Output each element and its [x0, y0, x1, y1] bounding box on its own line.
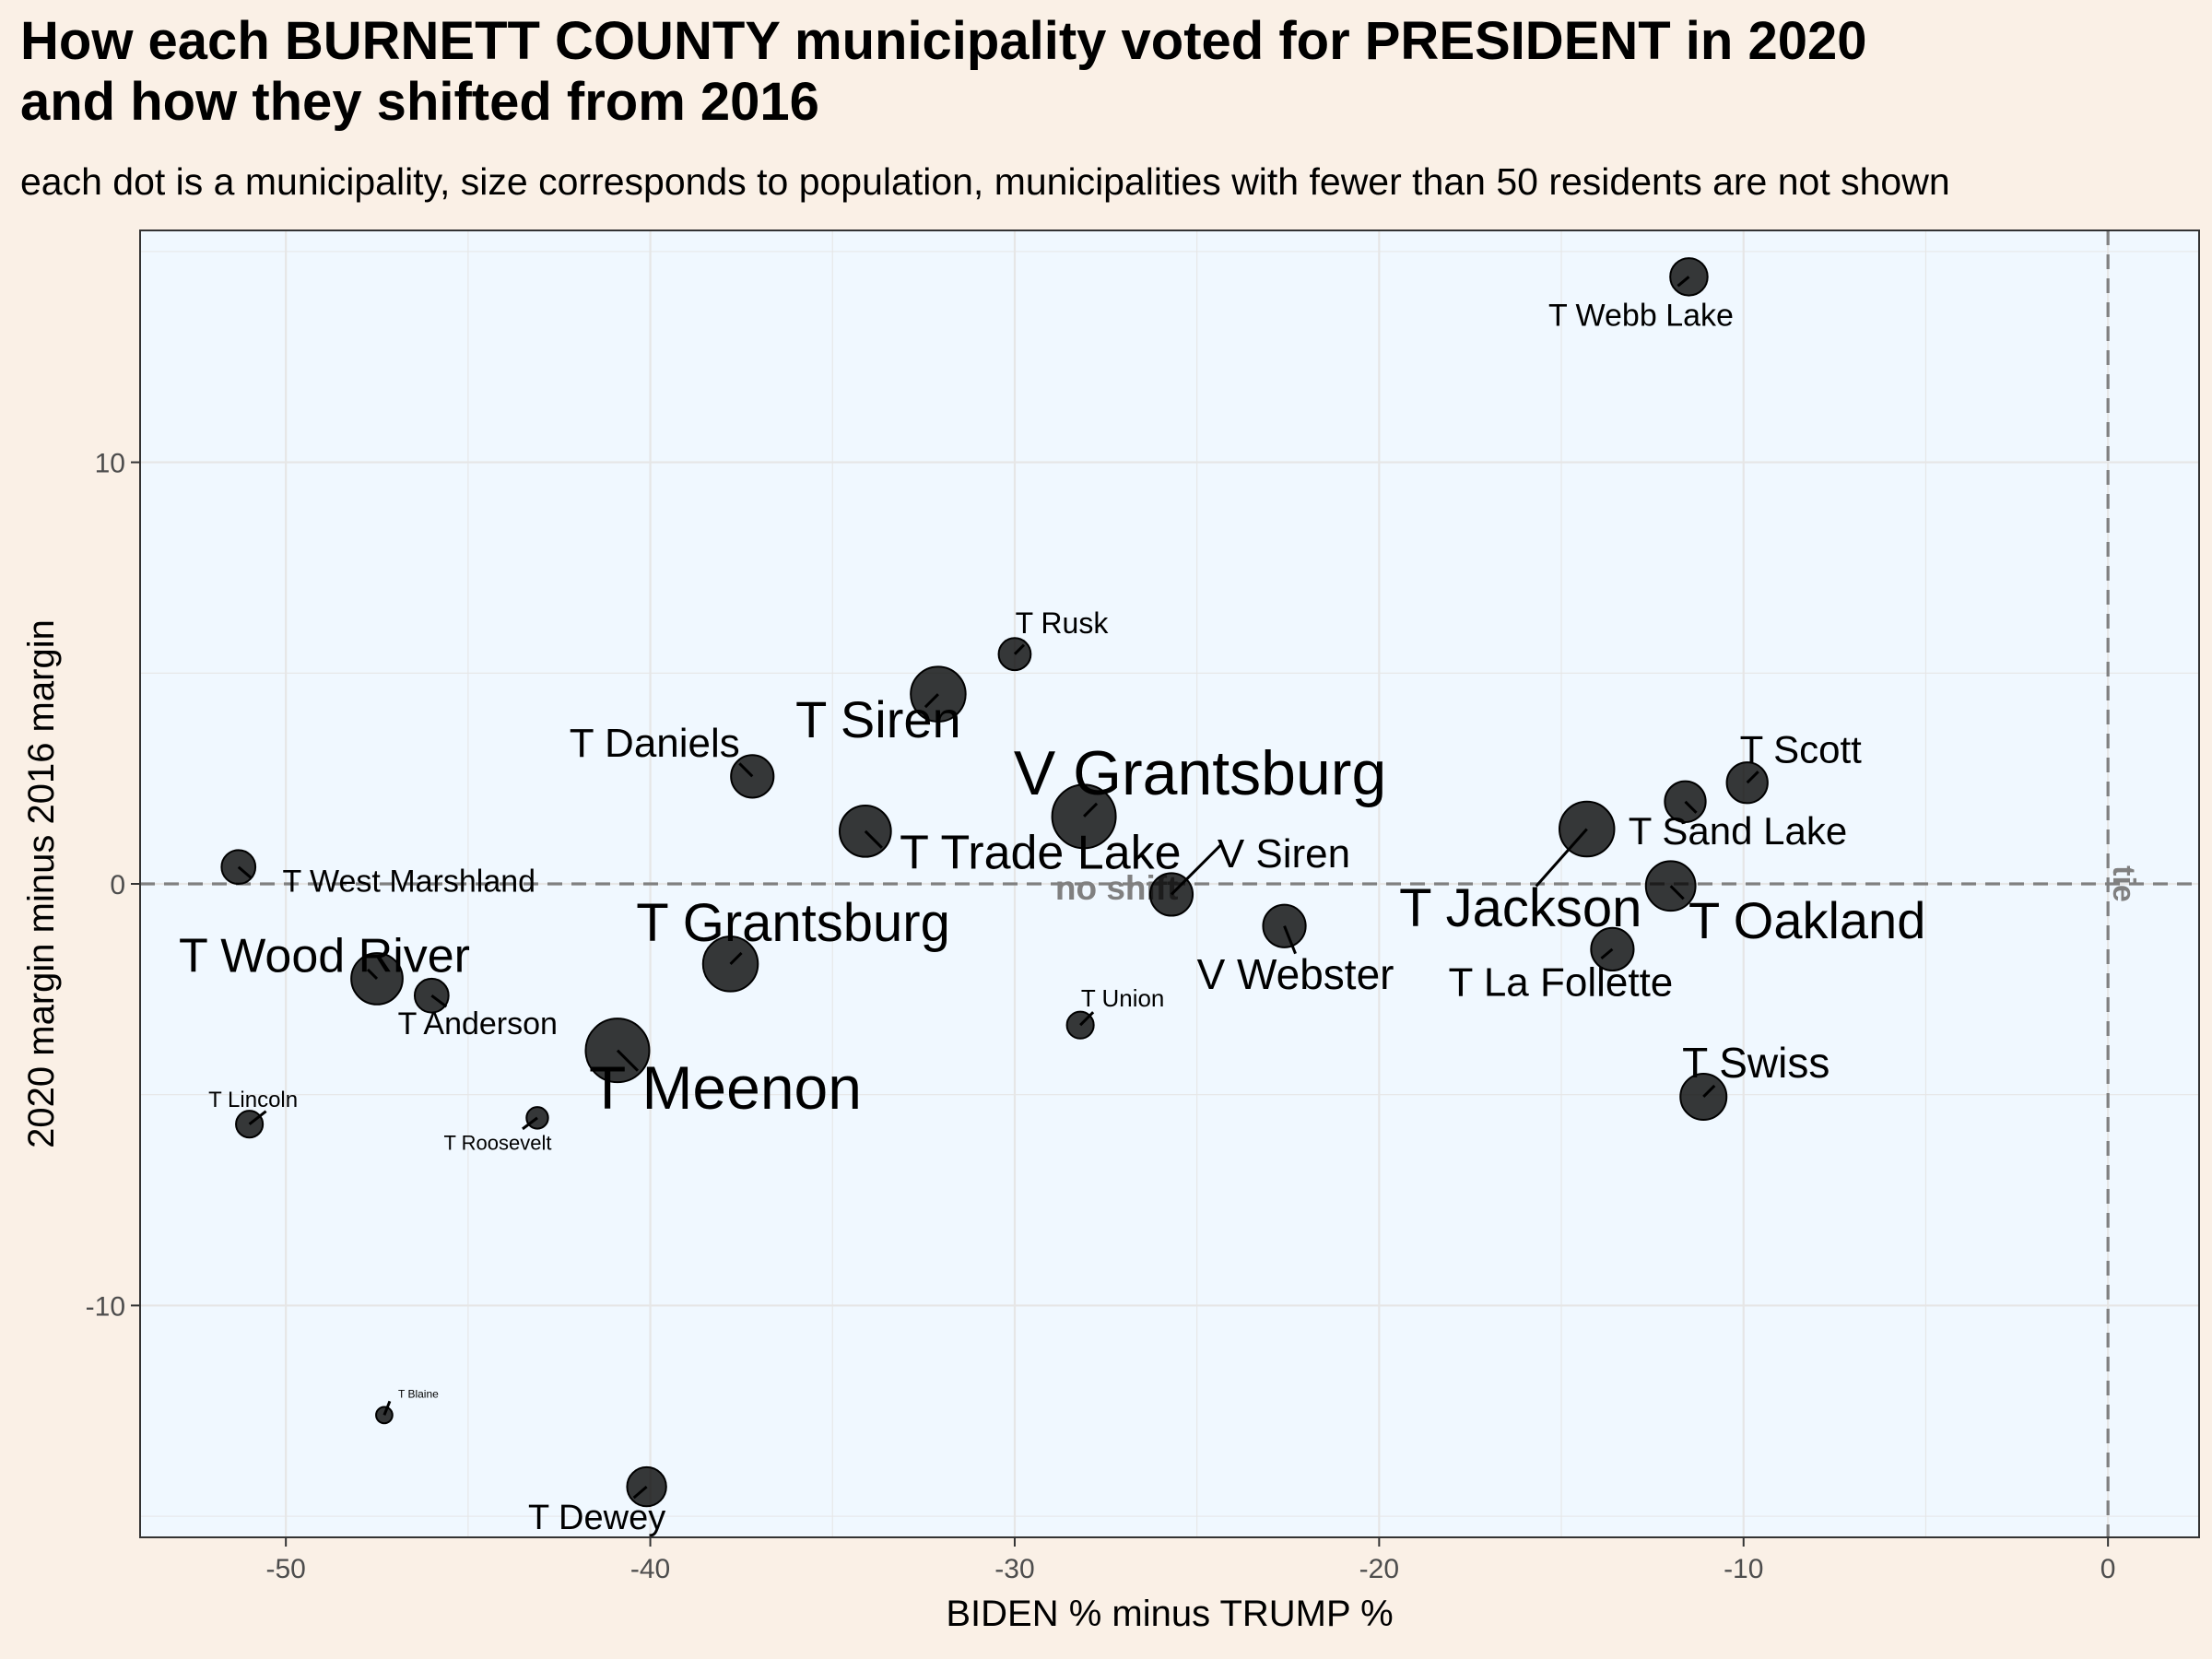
x-tick-label: -20: [1359, 1554, 1399, 1584]
data-point: [375, 1406, 394, 1425]
data-point: [1679, 1072, 1728, 1121]
data-point: [701, 935, 759, 993]
data-point: [525, 1106, 549, 1130]
point-label: T Scott: [1740, 727, 1863, 771]
point-label: V Siren: [1218, 831, 1350, 877]
x-axis-label: BIDEN % minus TRUMP %: [946, 1594, 1393, 1634]
point-label: V Webster: [1197, 950, 1394, 998]
x-tick-label: -30: [994, 1554, 1034, 1584]
data-point: [838, 804, 892, 858]
point-label: V Grantsburg: [1014, 738, 1386, 808]
point-label: T Trade Lake: [900, 827, 1181, 880]
point-labels: T Webb Lake T Rusk T Siren T Daniels V Grant…: [179, 298, 1925, 1537]
point-label: T Sand Lake: [1629, 809, 1847, 853]
point-label: T Wood River: [179, 930, 470, 983]
data-point: [350, 952, 404, 1006]
point-label: T Grantsburg: [636, 893, 950, 953]
point-label: T Blaine: [398, 1388, 439, 1401]
point-label: T Oakland: [1688, 891, 1925, 949]
chart-subtitle: each dot is a municipality, size corresp…: [20, 160, 1950, 203]
data-point: [220, 849, 257, 886]
point-label: T West Marshland: [282, 865, 535, 900]
x-tick-label: 0: [2100, 1554, 2116, 1584]
chart-title-line-2: and how they shifted from 2016: [20, 72, 819, 132]
chart-title: How each BURNETT COUNTY municipality vot…: [20, 11, 2195, 133]
data-point: [1051, 783, 1117, 850]
data-point: [910, 665, 967, 723]
data-point: [730, 754, 775, 799]
data-point: [1664, 780, 1707, 823]
y-tick-label: 0: [110, 870, 125, 900]
point-label: T Jackson: [1399, 878, 1641, 938]
point-label: T Webb Lake: [1548, 298, 1734, 333]
point-label: T Anderson: [398, 1006, 558, 1041]
data-point: [584, 1018, 651, 1084]
x-tick-label: -40: [630, 1554, 670, 1584]
point-label: T Daniels: [570, 721, 740, 766]
y-tick-label: -10: [86, 1291, 125, 1322]
data-point: [1558, 800, 1616, 858]
point-label: T Lincoln: [208, 1088, 298, 1112]
point-label: T Swiss: [1682, 1039, 1830, 1087]
point-label: T La Follette: [1449, 960, 1674, 1006]
data-point: [1262, 903, 1307, 948]
tie-label: tie: [2106, 865, 2141, 902]
chart-title-line-1: How each BURNETT COUNTY municipality vot…: [20, 11, 1867, 71]
point-label: T Rusk: [1016, 606, 1110, 640]
data-point: [997, 637, 1032, 672]
data-point: [1644, 860, 1697, 912]
point-label: T Dewey: [528, 1499, 665, 1537]
data-point: [626, 1465, 667, 1508]
data-point: [1065, 1010, 1095, 1040]
axes: -50 -40 -30 -20 -10 0 -10 0 10: [86, 229, 2200, 1584]
point-label: T Union: [1081, 984, 1165, 1012]
data-point: [235, 1110, 265, 1139]
x-tick-label: -10: [1724, 1554, 1763, 1584]
point-label: T Siren: [795, 690, 960, 748]
y-axis-label: 2020 margin minus 2016 margin: [21, 619, 62, 1148]
point-label: T Roosevelt: [443, 1132, 551, 1155]
data-point: [1590, 926, 1635, 972]
point-label: T Meenon: [589, 1053, 862, 1122]
y-tick-label: 10: [95, 449, 125, 479]
data-point: [1148, 872, 1194, 917]
x-tick-label: -50: [265, 1554, 305, 1584]
data-point: [413, 977, 450, 1014]
data-point: [1725, 761, 1769, 805]
data-point: [1669, 257, 1709, 297]
data-points: [220, 257, 1769, 1508]
